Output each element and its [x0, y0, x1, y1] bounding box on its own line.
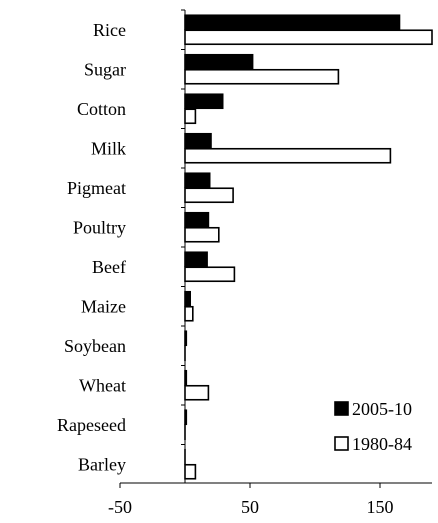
category-label: Poultry	[73, 217, 126, 237]
bar-beef-2005-10	[184, 251, 208, 268]
legend-label-2005-10: 2005-10	[352, 399, 412, 419]
bar-maize-2005-10	[184, 290, 191, 307]
x-tick-label: 50	[241, 497, 259, 517]
legend-swatch-2005-10	[334, 401, 349, 416]
bar-poultry-2005-10	[184, 211, 210, 228]
category-label: Wheat	[79, 375, 126, 395]
category-label: Beef	[92, 257, 126, 277]
bar-cotton-2005-10	[184, 93, 224, 110]
bar-pigmeat-2005-10	[184, 172, 211, 189]
bar-wheat-1980-84	[184, 384, 210, 401]
legend-swatch-1980-84	[334, 436, 349, 451]
bar-rice-2005-10	[184, 14, 401, 31]
bar-cotton-1980-84	[184, 108, 197, 125]
category-label: Rapeseed	[57, 415, 126, 435]
category-label: Milk	[91, 138, 126, 158]
bar-poultry-1980-84	[184, 226, 220, 243]
bar-maize-1980-84	[184, 305, 194, 322]
x-tick-label: -50	[108, 497, 132, 517]
bar-rice-1980-84	[184, 29, 433, 46]
category-label: Maize	[81, 296, 126, 316]
category-label: Cotton	[77, 99, 126, 119]
bar-beef-1980-84	[184, 266, 236, 283]
legend-label-1980-84: 1980-84	[352, 434, 412, 454]
bar-milk-1980-84	[184, 147, 392, 164]
bar-pigmeat-1980-84	[184, 187, 234, 204]
bar-sugar-2005-10	[184, 53, 254, 70]
category-label: Soybean	[64, 336, 126, 356]
bar-sugar-1980-84	[184, 68, 340, 85]
category-label: Sugar	[84, 59, 126, 79]
x-tick-label: 150	[367, 497, 394, 517]
bar-barley-1980-84	[184, 463, 197, 480]
category-label: Barley	[78, 454, 126, 474]
category-label: Pigmeat	[67, 178, 126, 198]
category-label: Rice	[93, 20, 126, 40]
bar-milk-2005-10	[184, 132, 212, 149]
